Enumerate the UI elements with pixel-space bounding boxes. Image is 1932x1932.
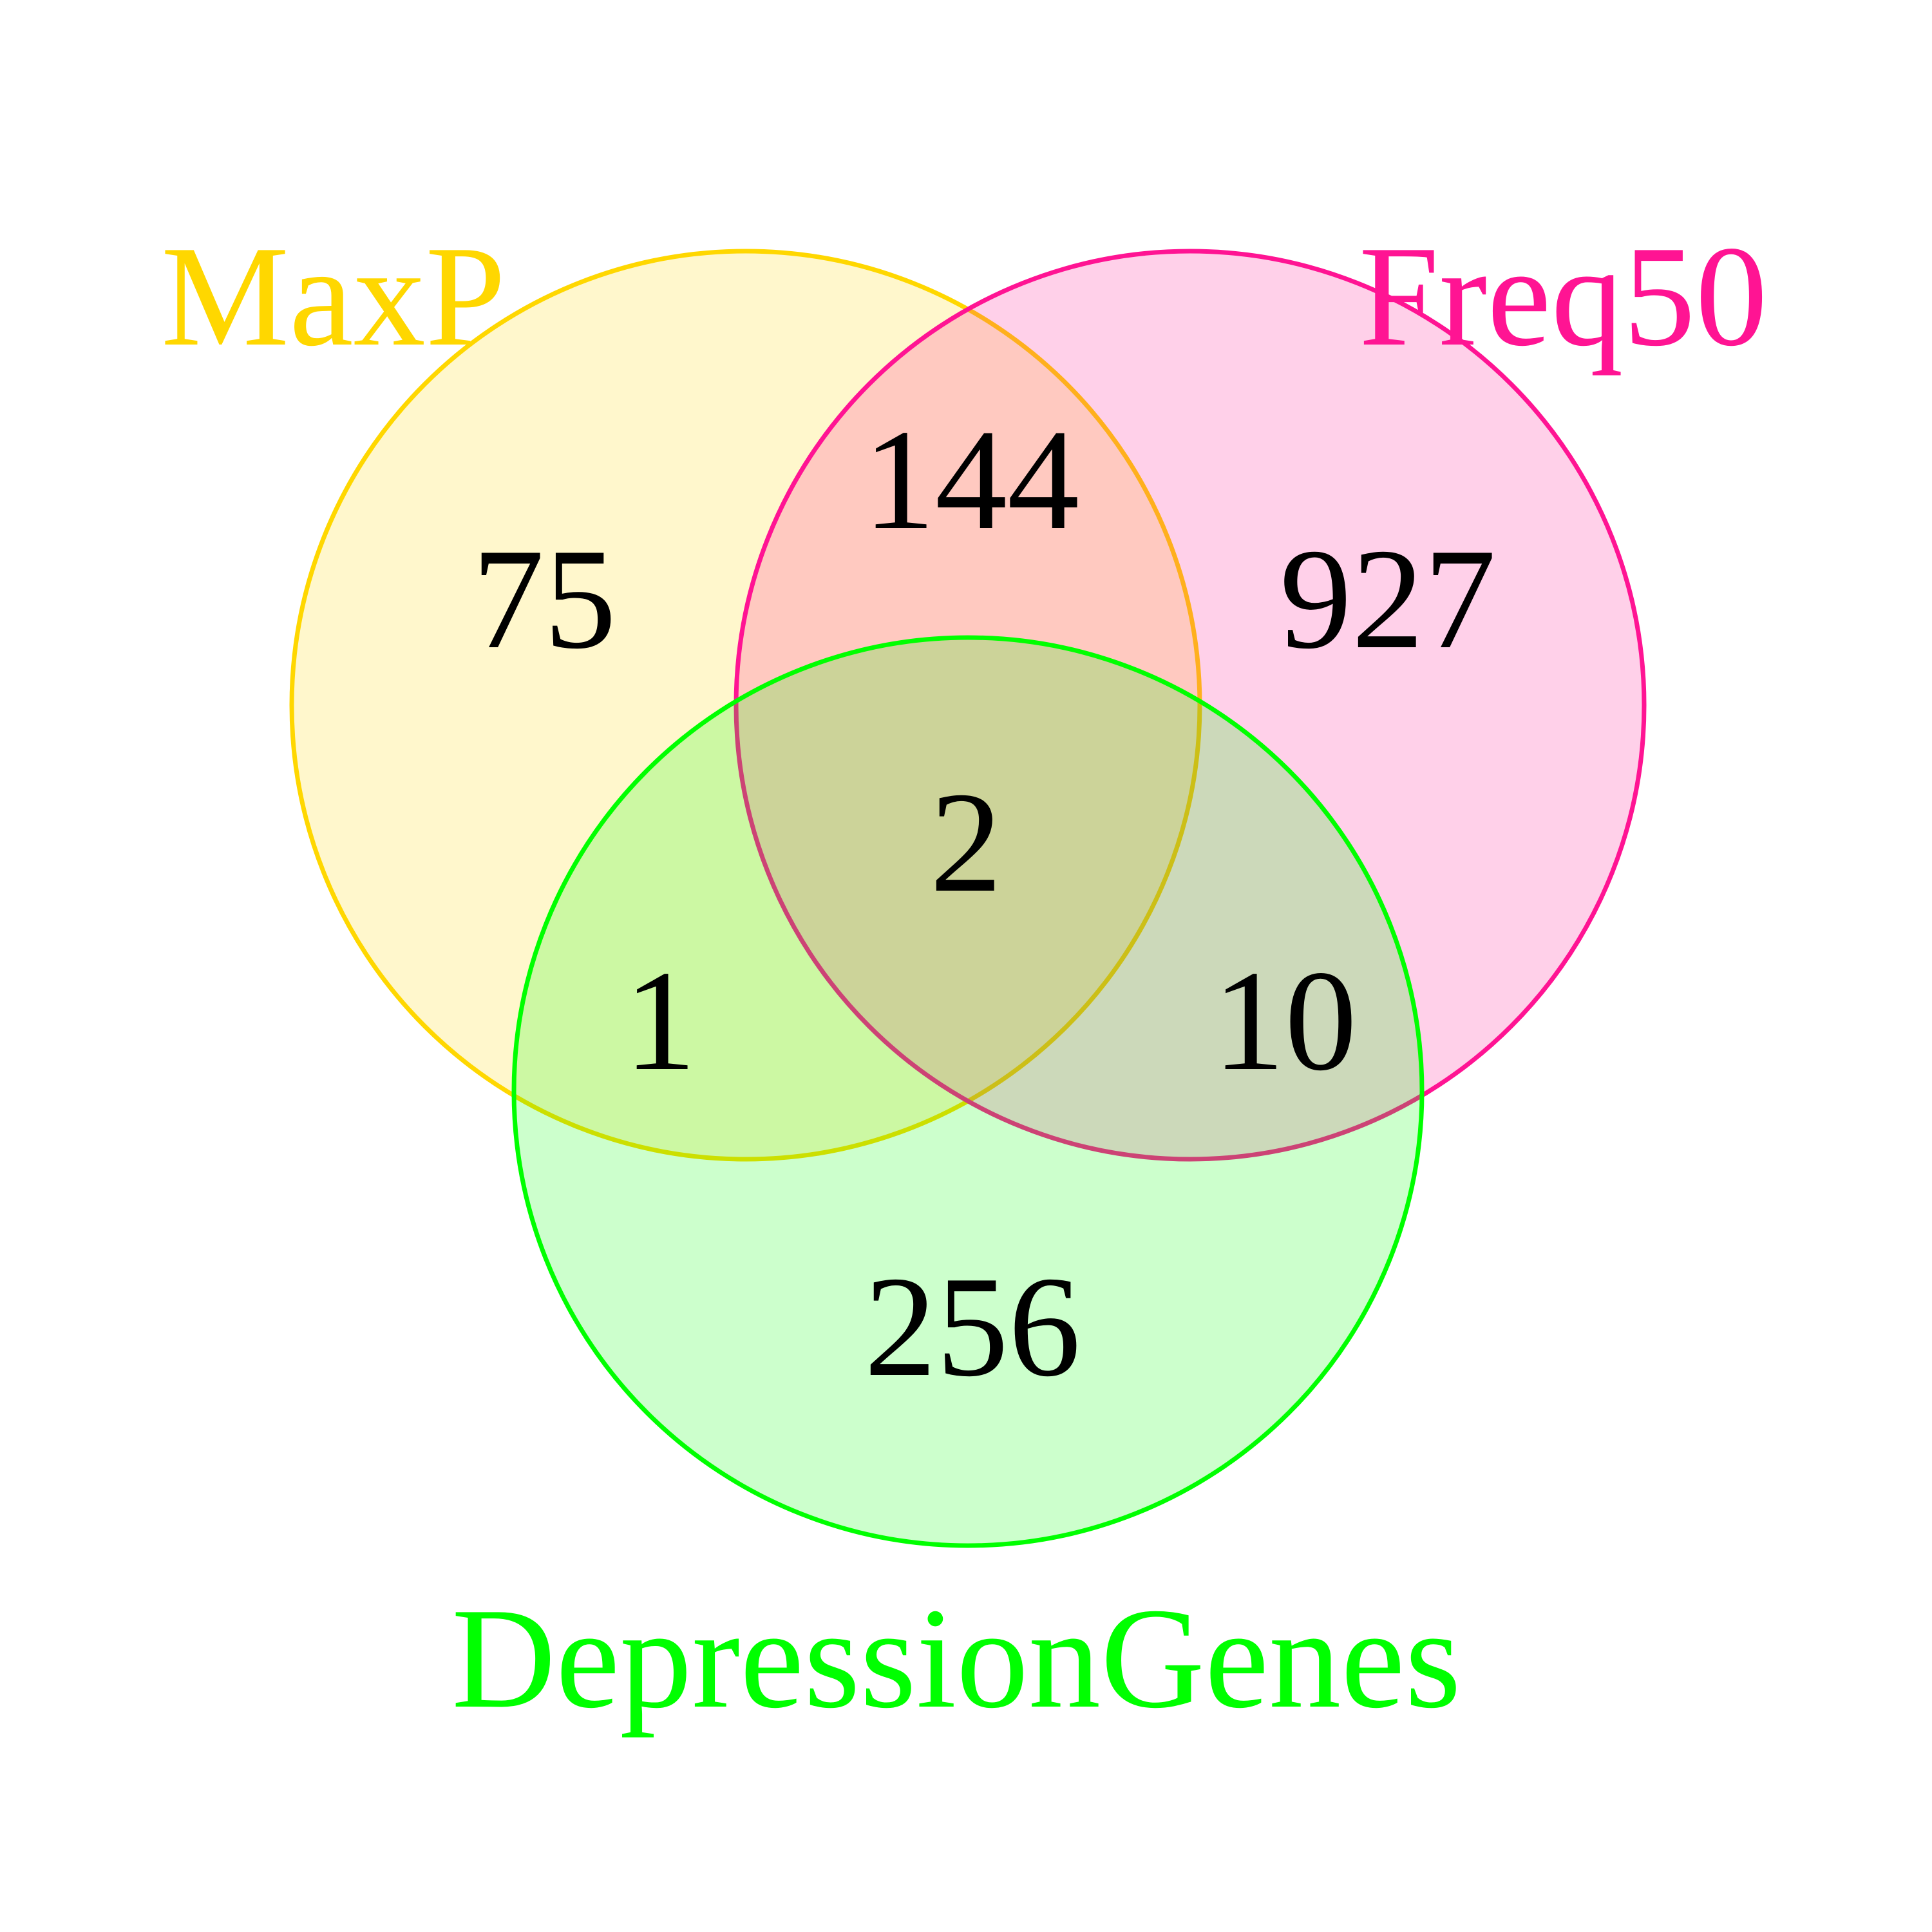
maxp-label: MaxP (161, 216, 506, 376)
maxp-circle (289, 249, 1202, 1162)
freq50-label: Freq50 (1359, 216, 1768, 376)
count-depression-only: 256 (864, 1247, 1081, 1406)
count-maxp-depression: 1 (624, 941, 696, 1101)
count-all-three: 2 (930, 762, 1002, 922)
depression-circle (511, 635, 1425, 1548)
count-freq50-only: 927 (1280, 519, 1496, 679)
count-maxp-only: 75 (472, 519, 616, 679)
count-maxp-freq50: 144 (863, 400, 1079, 560)
depression-label: DepressionGenes (451, 1578, 1461, 1738)
count-freq50-depression: 10 (1213, 941, 1357, 1101)
freq50-circle (734, 249, 1647, 1162)
